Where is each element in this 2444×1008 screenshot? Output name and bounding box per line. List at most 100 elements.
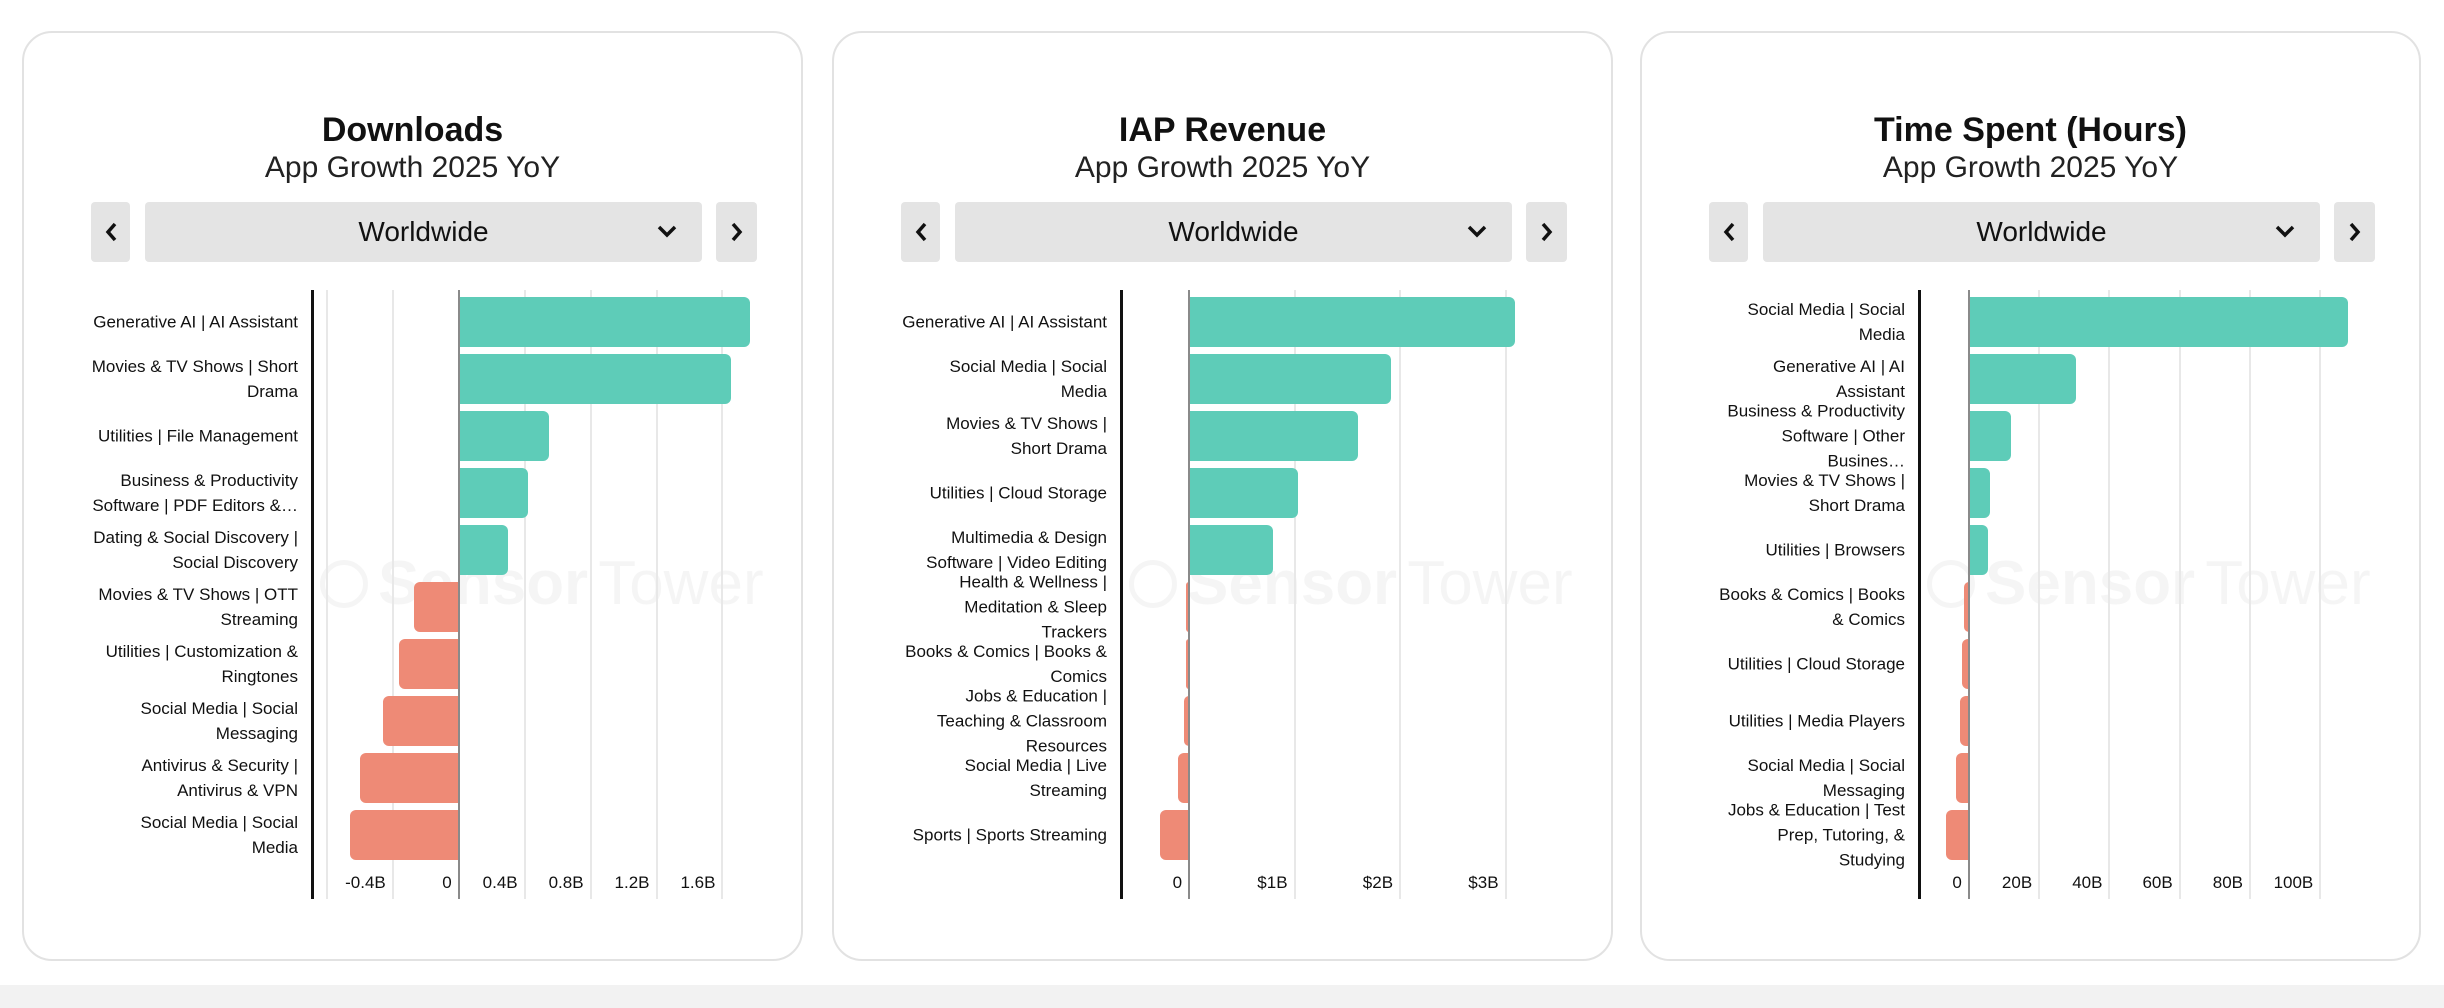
chevron-right-icon [1541,222,1552,242]
category-label: Utilities | Cloud Storage [929,483,1107,503]
bar [1955,753,1969,803]
chart-title: IAP Revenue [1118,111,1327,149]
tick-label: 0 [1952,873,1962,892]
region-select-value: Worldwide [358,216,489,247]
gridline [655,290,658,899]
bar [458,411,550,461]
chart-subtitle: App Growth 2025 YoY [264,151,561,184]
bar [359,753,459,803]
sensor-tower-logo-icon [1129,559,1177,608]
previous-region-button[interactable] [901,202,940,262]
sensor-tower-logo-icon [320,559,368,608]
category-label: Generative AI | AI Assistant [1773,357,1905,401]
category-label: Movies & TV Shows | OTT Streaming [98,585,298,629]
gridline [2178,290,2181,899]
watermark-text-bold: Sensor [1985,548,2195,619]
tick-label: 0.4B [482,873,518,892]
page-footer-band [0,985,2444,1008]
bar [458,468,528,518]
bar [1186,582,1190,632]
bar [1968,468,1990,518]
tick-label: 20B [2001,873,2033,892]
bar [1946,810,1969,860]
bar [1159,810,1190,860]
bar [382,696,459,746]
bar-chart-plot: SensorTower Generative AI | AI Assistant S… [834,290,1611,899]
bar [458,297,751,347]
tick-label: 0.8B [548,873,584,892]
bar [1178,753,1190,803]
category-label: Utilities | Media Players [1728,711,1905,731]
watermark-logo: SensorTower [1927,548,2371,619]
bar [1189,354,1391,404]
watermark-text-light: Tower [2205,548,2370,619]
gridline [325,290,328,899]
gridline [523,290,526,899]
category-label: Generative AI | AI Assistant [93,312,298,332]
chevron-right-icon [2349,222,2360,242]
category-label: Utilities | File Management [98,426,298,446]
bar-chart-plot: SensorTower Generative AI | AI Assistant M… [24,290,801,899]
zero-line [1188,290,1191,899]
tick-label: 40B [2072,873,2103,892]
region-select-value: Worldwide [1976,216,2107,247]
chevron-down-icon [1467,225,1487,238]
tick-label: 1.2B [614,873,650,892]
category-label: Social Media | Social Messaging [1747,756,1906,800]
category-label: Dating & Social Discovery | Social Disco… [93,528,298,572]
bar [1968,354,2076,404]
bar [349,810,459,860]
gridline [1293,290,1296,899]
watermark-text-light: Tower [1407,548,1572,619]
next-region-button[interactable] [2334,202,2375,262]
time-spent-card: Time Spent (Hours) App Growth 2025 YoY W… [1640,31,2421,961]
downloads-card: Downloads App Growth 2025 YoY Worldwide … [22,31,803,961]
bar [1189,411,1358,461]
gridline [721,290,724,899]
category-label: Jobs & Education | Teaching & Classroom … [936,686,1107,756]
gridline [2108,290,2111,899]
watermark-logo: SensorTower [1129,548,1573,619]
gridline [589,290,592,899]
next-region-button[interactable] [1526,202,1567,262]
tick-label: -0.4B [345,873,386,892]
chevron-down-icon [2275,225,2295,238]
y-axis-line [1120,290,1123,899]
category-label: Utilities | Customization & Ringtones [105,642,298,686]
category-label: Health & Wellness | Meditation & Sleep T… [959,572,1107,642]
previous-region-button[interactable] [1709,202,1748,262]
region-select-value: Worldwide [1168,216,1299,247]
chart-subtitle: App Growth 2025 YoY [1074,151,1371,184]
category-label: Movies & TV Shows | Short Drama [91,357,298,401]
tick-label: 0 [442,873,452,892]
gridline [2319,290,2322,899]
region-select[interactable]: Worldwide [145,202,702,262]
previous-region-button[interactable] [91,202,130,262]
category-label: Jobs & Education | Test Prep, Tutoring, … [1727,800,1905,870]
next-region-button[interactable] [716,202,757,262]
category-label: Social Media | Social Media [949,357,1108,401]
tick-label: 60B [2142,873,2173,892]
bar [399,639,459,689]
chart-title: Time Spent (Hours) [1874,111,2187,149]
category-label: Movies & TV Shows | Short Drama [1744,471,1905,515]
category-label: Sports | Sports Streaming [912,825,1107,845]
chevron-down-icon [657,225,677,238]
bar [458,525,509,575]
bar [1189,468,1298,518]
region-select[interactable]: Worldwide [1763,202,2320,262]
gridline [2248,290,2251,899]
bar [1964,582,1969,632]
category-label: Books & Comics | Books & Comics [1719,585,1905,629]
category-label: Movies & TV Shows | Short Drama [946,414,1107,458]
bar [1959,696,1969,746]
gridline [391,290,394,899]
chevron-left-icon [1723,222,1734,242]
category-label: Utilities | Browsers [1765,540,1906,560]
tick-label: 0 [1172,873,1183,892]
category-label: Generative AI | AI Assistant [902,312,1107,332]
region-select[interactable]: Worldwide [955,202,1512,262]
sensor-tower-logo-icon [1927,559,1975,608]
tick-label: 100B [2273,873,2314,892]
chevron-right-icon [731,222,742,242]
